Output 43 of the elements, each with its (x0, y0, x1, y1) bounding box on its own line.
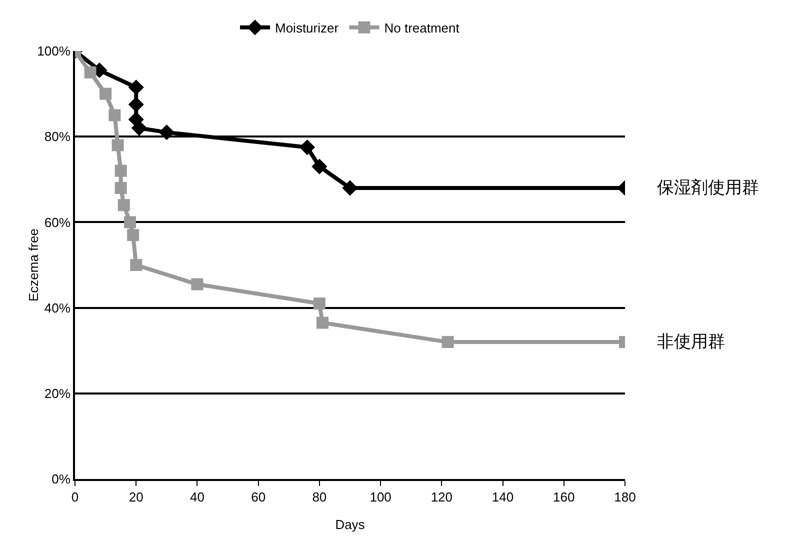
point (313, 298, 326, 310)
x-tick-label: 0 (71, 490, 79, 505)
point (342, 180, 358, 196)
point (316, 316, 328, 329)
legend-label: Moisturizer (275, 20, 340, 36)
point (128, 80, 144, 96)
point (131, 120, 147, 136)
y-tick-label: 40% (44, 300, 71, 316)
y-axis-title: Eczema free (26, 228, 41, 302)
point (312, 158, 328, 174)
x-tick-label: 40 (190, 490, 204, 505)
x-tick-label: 120 (430, 490, 453, 505)
x-tick-label: 80 (312, 490, 327, 505)
x-tick-label: 20 (128, 490, 144, 505)
y-tick-label: 80% (44, 129, 71, 144)
point (84, 66, 96, 78)
x-tick-label: 140 (492, 490, 514, 505)
x-tick-label: 60 (251, 490, 266, 505)
x-tick-label: 160 (553, 490, 575, 505)
point (130, 259, 142, 271)
point (191, 278, 204, 290)
point (299, 140, 316, 156)
point (442, 336, 454, 348)
point (158, 124, 174, 140)
legend-label: No treatment (384, 20, 460, 36)
annotation: 保湿剤使用群 (657, 178, 759, 198)
x-axis-title: Days (335, 517, 366, 532)
point (114, 182, 127, 194)
point (108, 109, 121, 122)
point (114, 164, 127, 177)
y-tick-label: 20% (44, 386, 71, 401)
annotation: 非使用群 (657, 332, 725, 352)
point (100, 88, 112, 100)
y-tick-label: 0% (52, 472, 71, 487)
point (124, 216, 136, 228)
x-tick-label: 180 (614, 490, 636, 505)
y-tick-label: 100% (37, 44, 71, 59)
x-tick-label: 100 (370, 490, 392, 505)
y-tick-label: 60% (44, 214, 71, 230)
point (127, 229, 140, 242)
point (128, 96, 144, 112)
point (118, 199, 130, 212)
point (112, 139, 124, 152)
